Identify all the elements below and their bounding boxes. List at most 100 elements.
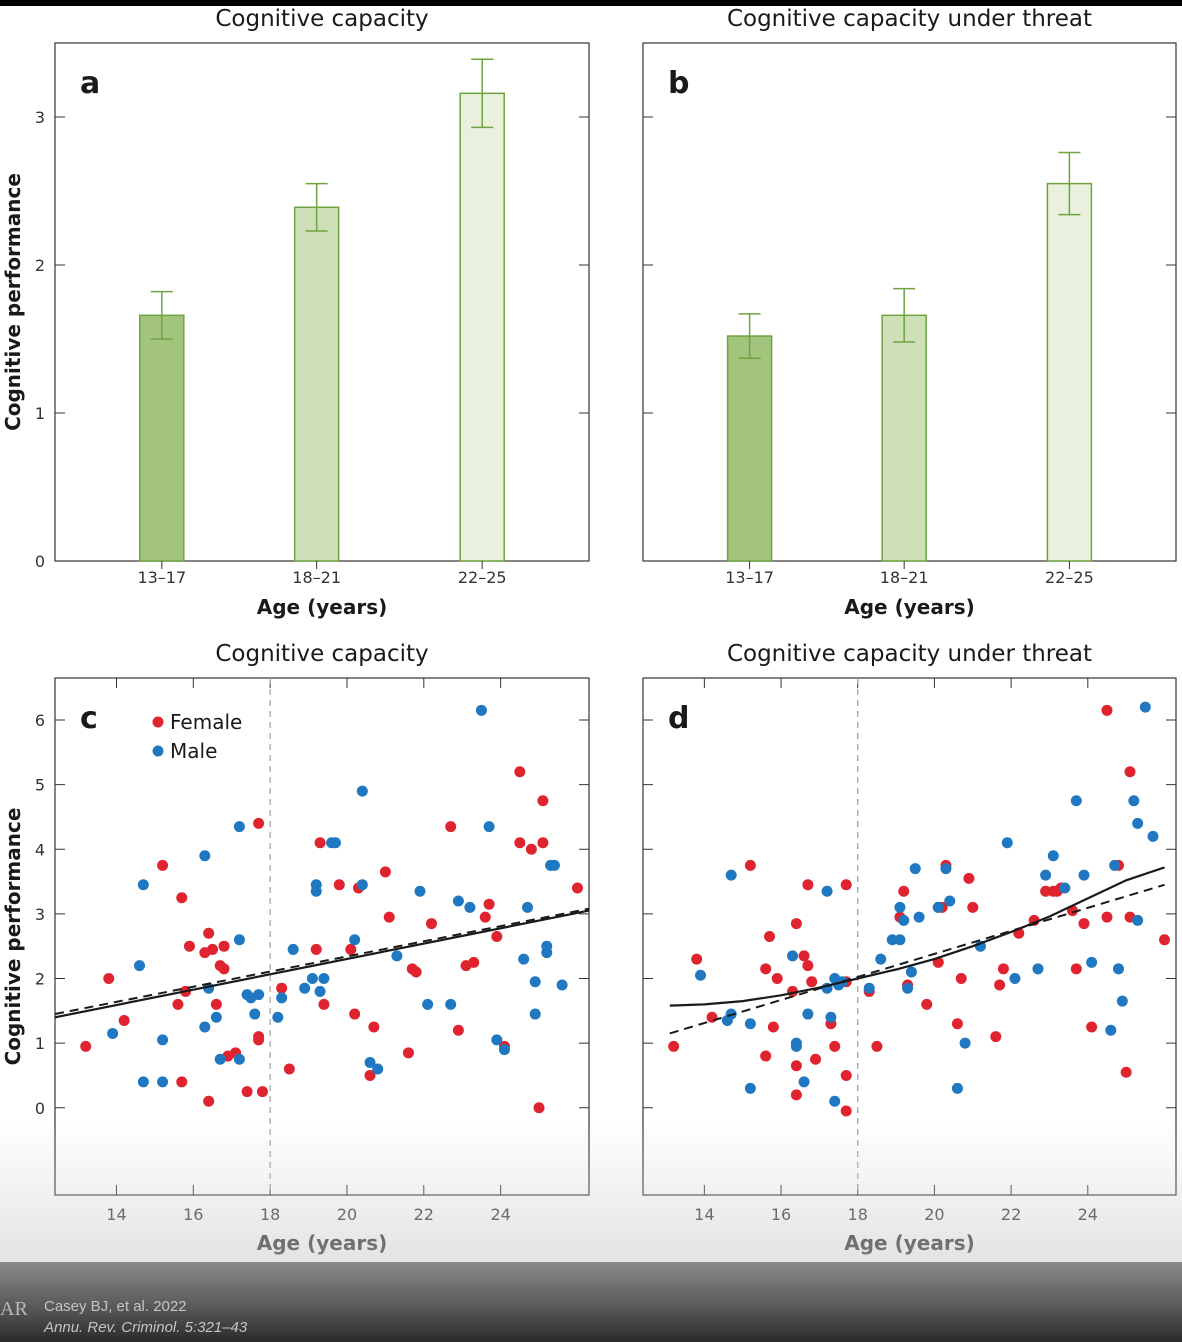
panel-c-point-female (172, 998, 184, 1010)
panel-d-point-male (913, 911, 925, 923)
panel-c-point-female (318, 998, 330, 1010)
panel-d-point-male (1112, 963, 1124, 975)
panel-c-point-female (256, 1086, 268, 1098)
panel-d-point-male (802, 1008, 814, 1020)
panel-c-frame (54, 677, 590, 1196)
panel-d-xlabel: Age (years) (844, 1231, 974, 1255)
panel-c-point-female (410, 966, 422, 978)
panel-c-point-male (541, 940, 553, 952)
panel-c-point-male (199, 1021, 211, 1033)
panel-d-letter: d (668, 701, 689, 736)
figure-background (0, 6, 1182, 1262)
panel-d-xtick-label: 14 (694, 1205, 714, 1224)
legend-male-label: Male (170, 739, 217, 763)
panel-d-point-female (1124, 766, 1136, 778)
panel-d-point-male (951, 1082, 963, 1094)
panel-d-point-male (1128, 795, 1140, 807)
panel-d-point-female (1070, 963, 1082, 975)
panel-d-point-female (963, 872, 975, 884)
panel-c-point-female (364, 1069, 376, 1081)
panel-b-category-label: 18–21 (880, 568, 929, 587)
panel-d-point-male (894, 901, 906, 913)
panel-c-point-male (475, 704, 487, 716)
panel-c-point-female (210, 998, 222, 1010)
panel-d-point-male (894, 934, 906, 946)
panel-c-point-male (391, 950, 403, 962)
panel-d-point-female (767, 1021, 779, 1033)
panel-c-ytick-label: 5 (35, 776, 45, 795)
panel-c-point-male (249, 1008, 261, 1020)
panel-d-point-male (940, 863, 952, 875)
panel-d-point-male (902, 982, 914, 994)
panel-b-bar-1 (726, 335, 773, 562)
panel-d-xtick-label: 20 (924, 1205, 944, 1224)
panel-c-point-female (345, 943, 357, 955)
panel-c-point-female (402, 1047, 414, 1059)
panel-c-ytick-label: 6 (35, 711, 45, 730)
panel-b-category-label: 13–17 (725, 568, 774, 587)
panel-c-point-female (203, 1095, 215, 1107)
panel-c-point-male (529, 1008, 541, 1020)
panel-d-point-male (875, 953, 887, 965)
publisher-logo: AR (0, 1298, 28, 1320)
panel-c-point-female (183, 940, 195, 952)
panel-d-point-female (706, 1011, 718, 1023)
panel-c-point-male (157, 1034, 169, 1046)
panel-c-point-female (383, 911, 395, 923)
panel-c-xtick-label: 24 (490, 1205, 510, 1224)
panel-c-point-female (525, 843, 537, 855)
panel-c-xtick-label: 18 (260, 1205, 280, 1224)
panel-c-fit-solid (54, 909, 590, 1019)
panel-d-point-male (825, 1011, 837, 1023)
panel-a-bar-1 (139, 314, 185, 562)
panel-c-point-male (483, 821, 495, 833)
panel-d-xtick-label: 16 (771, 1205, 791, 1224)
citation-authors: Casey BJ, et al. 2022 (44, 1298, 187, 1315)
panel-b-xlabel: Age (years) (844, 595, 974, 619)
panel-c-point-female (157, 859, 169, 871)
legend-male-marker (152, 745, 164, 757)
panel-d-point-male (1105, 1024, 1117, 1036)
panel-c-point-female (310, 943, 322, 955)
panel-c-point-female (283, 1063, 295, 1075)
panel-d-point-female (994, 979, 1006, 991)
panel-d-point-female (871, 1040, 883, 1052)
panel-d-point-female (668, 1040, 680, 1052)
panel-c-point-female (80, 1040, 92, 1052)
panel-a-category-label: 22–25 (458, 568, 507, 587)
panel-d-point-male (1070, 795, 1082, 807)
panel-c-point-male (157, 1076, 169, 1088)
panel-d-xtick-label: 22 (1001, 1205, 1021, 1224)
panel-c-point-male (199, 850, 211, 862)
panel-c-point-male (349, 934, 361, 946)
panel-d-point-female (955, 973, 967, 985)
panel-c-point-female (218, 940, 230, 952)
panel-d-point-female (798, 950, 810, 962)
panel-c-ytick-label: 2 (35, 970, 45, 989)
panel-b-bar-2 (881, 314, 927, 562)
panel-c-point-male (233, 821, 245, 833)
panel-d-point-male (1147, 830, 1159, 842)
panel-c-ylabel: Cognitive performance (1, 808, 25, 1066)
panel-c-point-male (522, 901, 534, 913)
panel-d-point-female (764, 931, 776, 942)
panel-d-point-male (1132, 914, 1144, 926)
panel-c-point-female (491, 931, 503, 942)
panel-c-point-female (241, 1086, 253, 1098)
panel-d-point-female (790, 1089, 802, 1101)
panel-c-point-male (287, 943, 299, 955)
panel-d-point-female (760, 1050, 772, 1062)
panel-a-category-label: 18–21 (292, 568, 341, 587)
panel-c-point-female (379, 866, 391, 878)
panel-c-point-female (514, 837, 526, 849)
panel-c-point-male (414, 885, 426, 897)
panel-c-point-male (498, 1044, 510, 1056)
panel-d-point-male (744, 1082, 756, 1094)
panel-d-xtick-label: 18 (848, 1205, 868, 1224)
panel-d-point-male (863, 982, 875, 994)
panel-d-point-male (1059, 882, 1071, 894)
panel-d-point-male (1139, 701, 1151, 713)
panel-d-point-male (1047, 850, 1059, 862)
panel-a-ytick-label: 2 (35, 256, 45, 275)
panel-d-point-male (829, 1095, 841, 1107)
